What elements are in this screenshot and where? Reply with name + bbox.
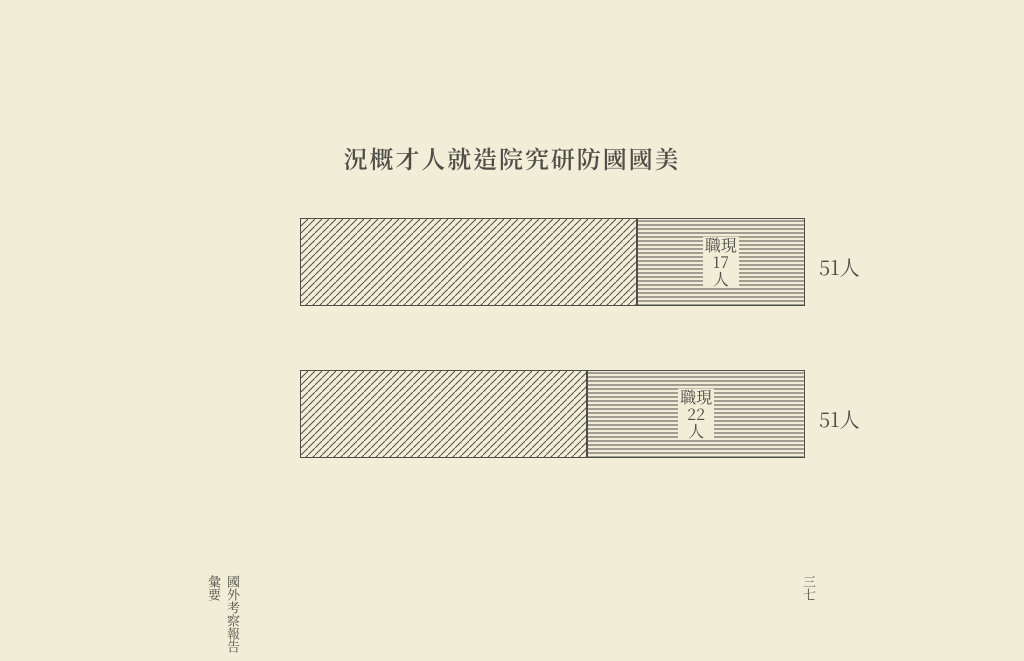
segment-label-military: 職現 17 人 [703, 237, 739, 287]
row-total-civil: 51人 [819, 404, 860, 433]
diagonal-hatch-fill [301, 371, 586, 457]
bar-segment-military-diagonal [300, 218, 637, 306]
row-total-military: 51人 [819, 252, 860, 281]
diagonal-hatch-fill [301, 219, 636, 305]
footer-left: 國外考察報告彙要 [205, 575, 243, 661]
bar-segment-civil-diagonal [300, 370, 587, 458]
bar-segment-civil-horizontal: 職現 22 人 [587, 370, 805, 458]
footer-right-page-number: 三七 [800, 575, 819, 601]
page-title: 況概才人就造院究研防國國美 [0, 140, 1024, 175]
segment-label-civil: 職現 22 人 [678, 389, 714, 439]
bar-segment-military-horizontal: 職現 17 人 [637, 218, 805, 306]
page-background [0, 0, 1024, 661]
